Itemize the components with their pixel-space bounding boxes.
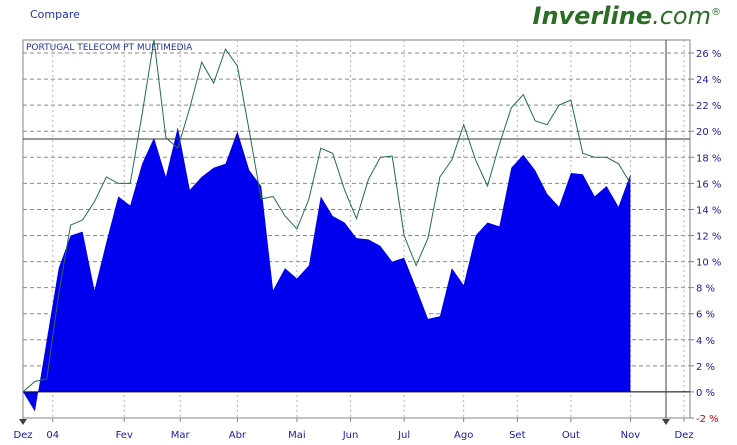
x-tick-label: 04 [46, 430, 59, 441]
y-tick-label: 10 % [696, 258, 721, 269]
y-tick-label: 26 % [696, 49, 721, 60]
x-tick-label: Dez [13, 430, 32, 441]
x-tick-label: Mai [288, 430, 306, 441]
y-tick-label: 8 % [696, 284, 715, 295]
y-tick-label: 6 % [696, 310, 715, 321]
range-start-marker [19, 419, 27, 425]
x-tick-label: Mar [171, 430, 191, 441]
y-tick-label: 16 % [696, 179, 721, 190]
y-tick-label: 0 % [696, 388, 715, 399]
y-tick-label: 14 % [696, 205, 721, 216]
area-layer [23, 127, 690, 412]
logo-registered-mark: ® [711, 7, 721, 18]
y-tick-label: 4 % [696, 336, 715, 347]
inverline-logo: Inverline.com® [533, 2, 721, 30]
x-tick-label: Jun [342, 430, 359, 441]
y-tick-label: 12 % [696, 232, 721, 243]
line-layer [22, 39, 690, 418]
range-end-marker [662, 419, 670, 425]
x-tick-label: Fev [116, 430, 133, 441]
y-tick-label: 20 % [696, 127, 721, 138]
y-tick-label: 18 % [696, 153, 721, 164]
logo-tld: .com [652, 2, 711, 30]
x-tick-label: Dez [674, 430, 693, 441]
compare-link[interactable]: Compare [30, 8, 80, 21]
x-tick-label: Abr [229, 430, 247, 441]
x-tick-label: Nov [621, 430, 641, 441]
x-tick-label: Out [562, 430, 580, 441]
x-tick-label: Set [509, 430, 526, 441]
y-tick-label: 24 % [696, 75, 721, 86]
area-series [23, 127, 631, 412]
axis-layer: -2 % 0 % 2 % 4 % 6 % 8 % 10 % 12 % 14 % 16 % 18 % 2… [13, 49, 721, 441]
y-tick-label: -2 % [696, 414, 719, 425]
x-tick-label: Jul [397, 430, 410, 441]
line-series [22, 39, 631, 393]
logo-brand: Inverline [532, 2, 653, 30]
chart-title: PORTUGAL TELECOM PT MULTIMEDIA [26, 43, 193, 53]
y-tick-label: 22 % [696, 101, 721, 112]
x-tick-label: Ago [454, 430, 473, 441]
y-tick-label: 2 % [696, 362, 715, 373]
